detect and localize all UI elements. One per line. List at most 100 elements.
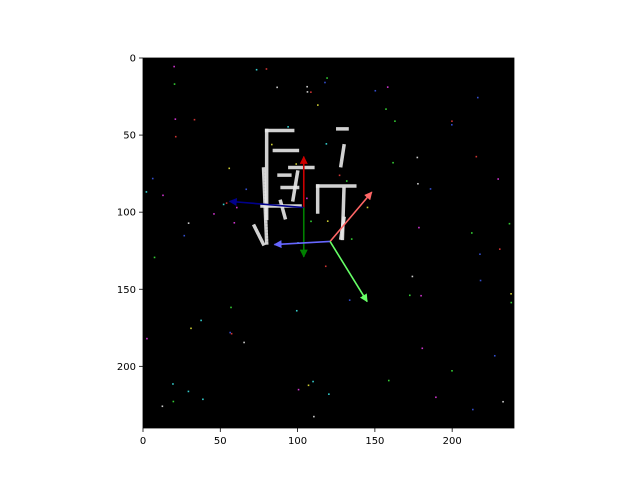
noise-pixel (451, 369, 453, 372)
noise-pixel (348, 299, 351, 301)
glyph-stroke (338, 216, 346, 241)
x-tick-label: 50 (214, 436, 227, 447)
noise-pixel (451, 120, 453, 123)
noise-pixel (387, 379, 390, 382)
noise-pixel (472, 408, 474, 411)
noise-pixel (429, 188, 432, 190)
noise-pixel (435, 396, 437, 399)
noise-pixel (417, 182, 419, 185)
noise-pixel (510, 301, 513, 304)
noise-pixel (451, 124, 453, 126)
vector-arrow (228, 197, 304, 209)
noise-pixel (471, 232, 473, 234)
noise-pixel (233, 221, 236, 224)
noise-pixel (255, 68, 258, 71)
noise-pixel (421, 347, 424, 350)
noise-pixel (493, 354, 496, 357)
x-tick-label: 0 (140, 436, 146, 447)
noise-pixel (508, 222, 511, 225)
noise-pixel (230, 332, 233, 335)
noise-pixel (475, 155, 478, 158)
y-tick-label: 100 (117, 208, 136, 219)
noise-pixel (326, 220, 329, 222)
noise-pixel (229, 331, 231, 334)
noise-pixel (310, 91, 312, 93)
noise-pixel (153, 256, 156, 259)
noise-pixel (312, 380, 314, 383)
noise-pixel (385, 108, 387, 110)
noise-pixels (145, 65, 513, 418)
noise-pixel (502, 400, 504, 403)
noise-pixel (306, 91, 309, 93)
noise-pixel (202, 398, 204, 401)
noise-pixel (313, 415, 315, 418)
noise-pixel (374, 89, 377, 92)
noise-pixel (222, 203, 225, 206)
vector-arrow (329, 241, 368, 303)
noise-pixel (174, 135, 177, 138)
noise-pixel (394, 120, 396, 122)
vector-arrows (228, 155, 373, 303)
noise-pixel (306, 85, 308, 88)
noise-pixel (151, 177, 154, 180)
noise-pixel (350, 238, 353, 240)
noise-pixel (173, 65, 175, 68)
noise-pixel (411, 275, 414, 278)
noise-pixel (408, 294, 411, 297)
glyph-stroke (338, 143, 346, 168)
noise-pixel (162, 194, 164, 197)
noise-pixel (213, 213, 215, 215)
noise-pixel (295, 163, 298, 165)
noise-pixel (243, 341, 245, 344)
noise-pixel (328, 393, 330, 395)
y-axis: 0 50 100 150 200 (117, 54, 143, 373)
x-tick-label: 150 (365, 436, 384, 447)
noise-pixel (173, 83, 176, 85)
noise-pixel (326, 77, 328, 79)
noise-pixel (145, 191, 148, 193)
noise-pixel (276, 86, 278, 89)
noise-pixel (172, 383, 174, 385)
noise-pixel (172, 400, 175, 403)
noise-pixel (317, 104, 319, 106)
noise-pixel (338, 174, 341, 177)
noise-pixel (510, 293, 512, 295)
noise-pixel (479, 253, 481, 256)
noise-pixel (187, 390, 190, 393)
noise-pixel (392, 161, 394, 164)
image-area (143, 58, 514, 428)
x-tick-label: 100 (288, 436, 307, 447)
noise-pixel (386, 86, 389, 88)
noise-pixel (345, 180, 348, 182)
y-tick-label: 0 (130, 54, 136, 65)
noise-pixel (225, 202, 228, 204)
noise-pixel (479, 279, 482, 282)
y-tick-label: 200 (117, 362, 136, 373)
noise-pixel (307, 384, 310, 387)
noise-pixel (271, 143, 273, 146)
noise-pixel (325, 143, 328, 145)
vector-arrow (329, 191, 373, 242)
noise-pixel (306, 197, 308, 200)
noise-pixel (146, 337, 148, 340)
noise-pixel (193, 118, 196, 121)
noise-pixel (245, 188, 248, 191)
noise-pixel (287, 126, 289, 128)
axes-frame (142, 57, 515, 429)
noise-pixel (324, 265, 327, 268)
noise-pixel (174, 118, 177, 120)
x-axis: 0 50 100 150 200 (140, 428, 462, 447)
noise-pixel (418, 226, 420, 229)
noise-pixel (265, 68, 268, 70)
noise-pixel (310, 220, 312, 223)
noise-pixel (190, 327, 192, 330)
glyph-stroke (278, 199, 288, 221)
noise-pixel (498, 248, 501, 250)
noise-pixel (187, 222, 190, 224)
noise-pixel (161, 405, 164, 408)
noise-pixel (235, 206, 238, 209)
noise-pixel (416, 156, 419, 159)
noise-pixel (420, 294, 422, 297)
noise-pixel (297, 388, 300, 391)
